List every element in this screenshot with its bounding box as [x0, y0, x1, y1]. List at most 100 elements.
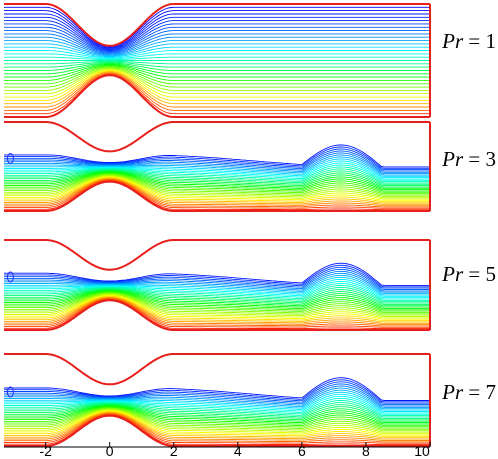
contour-line — [4, 413, 430, 443]
contour-line — [4, 178, 430, 205]
contour-line — [4, 175, 430, 200]
contour-line — [4, 290, 430, 309]
contour-line — [4, 411, 430, 437]
contour-line — [4, 13, 430, 49]
contour-line — [4, 408, 430, 430]
upper-wall — [4, 239, 430, 271]
contour-line — [4, 177, 430, 203]
contour-line — [4, 293, 430, 316]
contour-line — [4, 20, 430, 51]
contour-line — [4, 383, 430, 406]
contour-line — [4, 156, 430, 176]
contour-line — [4, 62, 430, 71]
contour-line — [4, 262, 430, 286]
contour-line — [4, 30, 430, 54]
contour-line — [4, 33, 430, 55]
contour-line — [4, 176, 430, 201]
contour-line — [4, 69, 430, 98]
contour-line — [4, 377, 430, 401]
contour-line — [4, 299, 430, 330]
contour-line — [4, 405, 430, 423]
contour-line — [4, 272, 430, 293]
contour-loop — [6, 271, 14, 283]
contour-line — [4, 154, 430, 175]
pr-label-7: Pr = 7 — [442, 380, 496, 404]
contour-line — [4, 294, 430, 319]
contour-line — [4, 297, 430, 326]
pr-label-5: Pr = 5 — [442, 262, 496, 286]
contour-line — [4, 283, 430, 300]
contour-line — [4, 162, 430, 180]
contour-line — [4, 412, 430, 440]
contour-line — [4, 295, 430, 320]
contour-line — [4, 276, 430, 296]
contour-line — [4, 291, 430, 311]
contour-line — [4, 409, 430, 435]
contour-line — [4, 146, 430, 169]
contour-line — [4, 408, 430, 432]
x-tick-label: 10 — [414, 443, 430, 459]
upper-wall — [4, 3, 430, 47]
contour-line — [4, 65, 430, 81]
contour-line — [4, 66, 430, 85]
contour-line — [4, 391, 430, 411]
contour-line — [4, 412, 430, 441]
contour-line — [4, 170, 430, 188]
contour-line — [4, 407, 430, 429]
x-tick-label: 2 — [170, 443, 178, 459]
contour-line — [4, 291, 430, 312]
contour-line — [4, 164, 430, 181]
contour-line — [4, 40, 430, 56]
contour-line — [4, 16, 430, 50]
contour-line — [4, 63, 430, 75]
contour-line — [4, 10, 430, 48]
contour-line — [4, 410, 430, 436]
contour-line — [4, 173, 430, 195]
contour-line — [4, 180, 430, 209]
panel-pr-7 — [4, 353, 431, 447]
contour-line — [4, 296, 430, 324]
contour-line — [4, 6, 430, 48]
contour-line — [4, 171, 430, 191]
contour-line — [4, 72, 430, 108]
pr-label-3: Pr = 3 — [442, 147, 496, 171]
contour-line — [4, 178, 430, 207]
panel-pr-5 — [4, 239, 431, 331]
contour-line — [4, 288, 430, 305]
contour-line — [4, 266, 430, 289]
contour-line — [4, 150, 430, 172]
contour-line — [4, 177, 430, 204]
contour-line — [4, 288, 430, 304]
x-tick-label: 0 — [106, 443, 114, 459]
contour-line — [4, 171, 430, 189]
x-tick-label: 6 — [298, 443, 306, 459]
x-tick-label: 4 — [234, 443, 242, 459]
contour-line — [4, 274, 430, 295]
contour-line — [4, 26, 430, 53]
contour-line — [4, 296, 430, 323]
contour-line — [4, 270, 430, 292]
contour-line — [4, 144, 430, 168]
contour-line — [4, 68, 430, 95]
contour-line — [4, 411, 430, 439]
contour-line — [4, 64, 430, 78]
contour-line — [4, 158, 430, 177]
contour-line — [4, 152, 430, 173]
contour-line — [4, 381, 430, 404]
contour-line — [4, 73, 430, 111]
upper-wall — [4, 353, 430, 386]
upper-wall — [4, 121, 430, 153]
lower-wall — [4, 414, 430, 447]
contour-line — [4, 56, 430, 61]
contour-line — [4, 292, 430, 315]
contour-line — [4, 385, 430, 407]
contour-line — [4, 379, 430, 403]
lower-wall — [4, 74, 430, 118]
lower-wall — [4, 180, 430, 212]
contour-line — [4, 298, 430, 328]
contour-line — [4, 174, 430, 196]
contour-line — [4, 400, 430, 417]
contour-line — [4, 264, 430, 288]
contour-line — [4, 73, 430, 115]
